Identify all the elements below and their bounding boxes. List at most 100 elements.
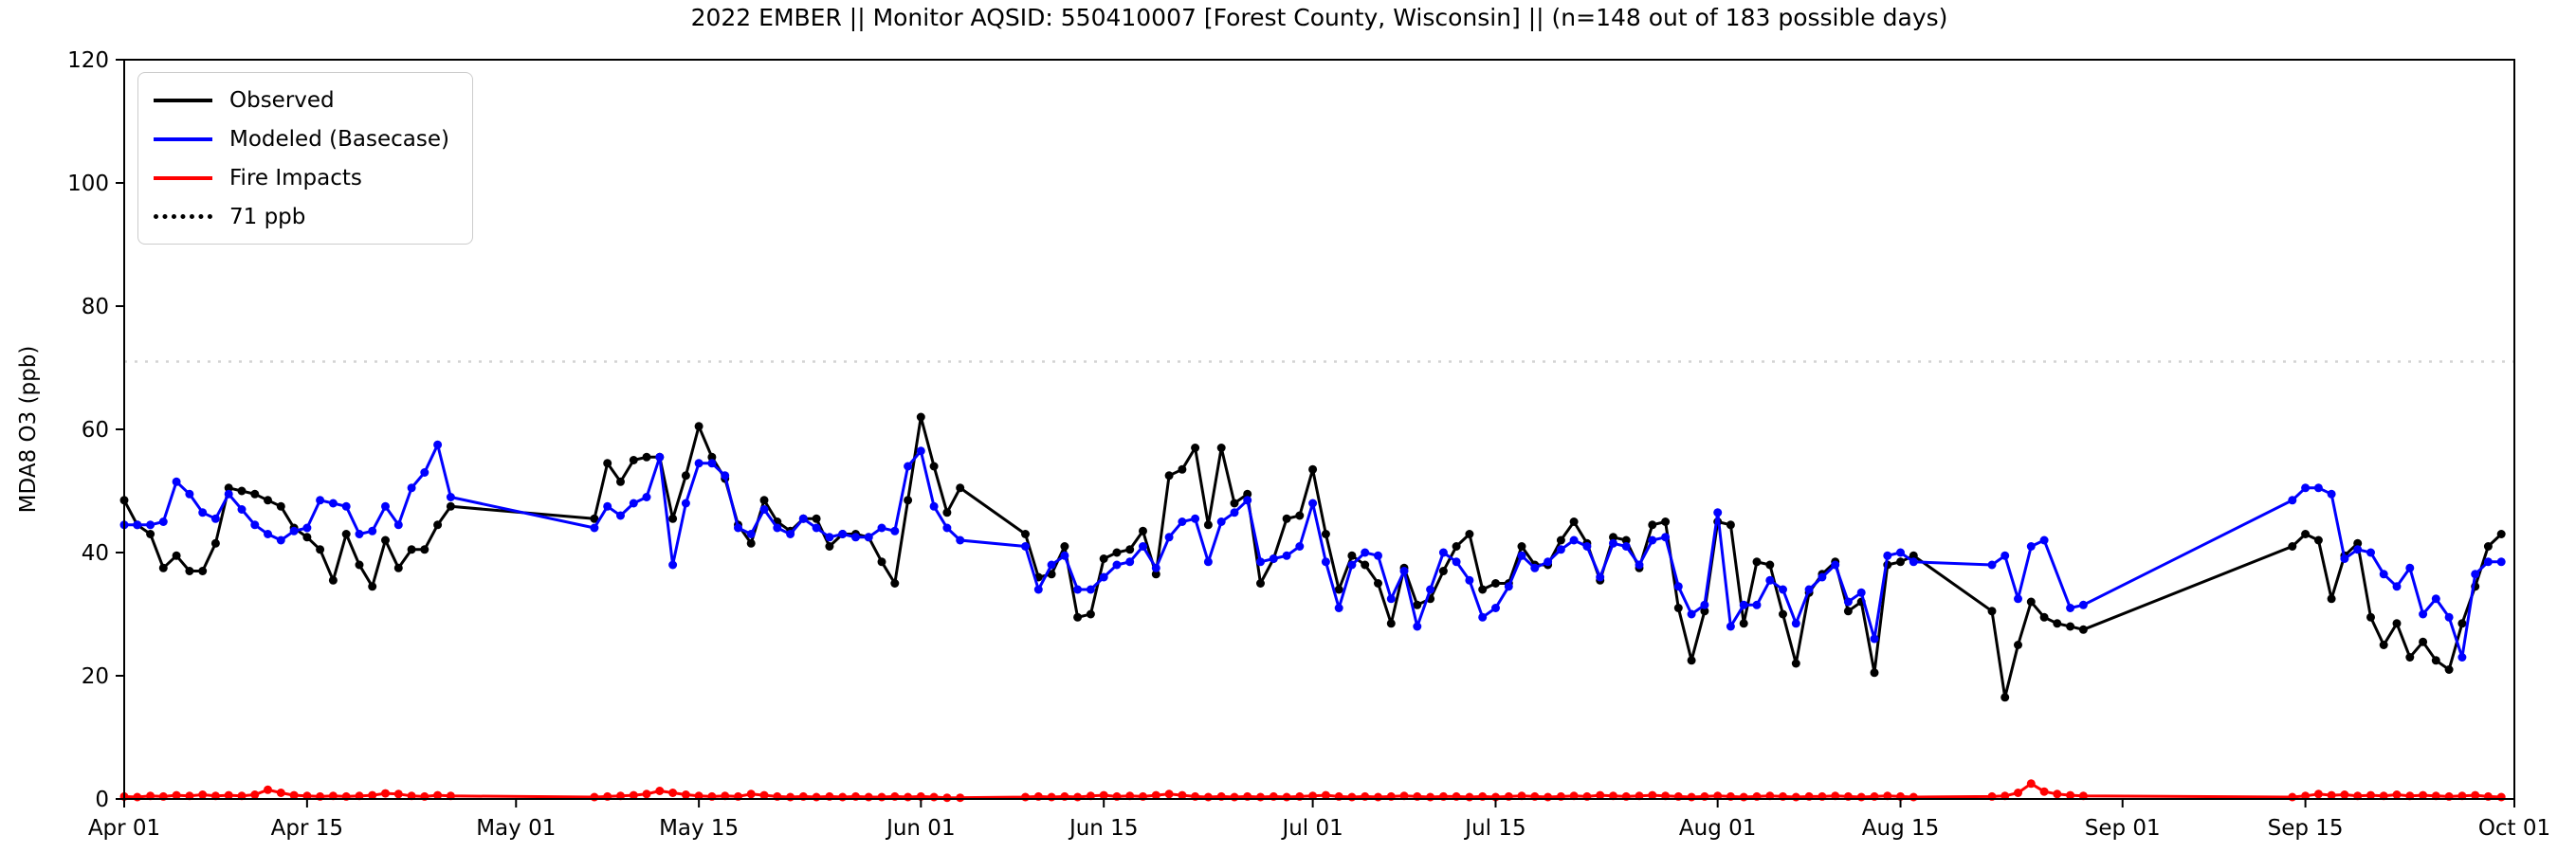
data-point (1426, 792, 1435, 802)
data-point (746, 538, 756, 548)
y-tick-label: 100 (67, 172, 109, 196)
data-point (2366, 548, 2375, 557)
data-point (341, 501, 351, 511)
data-point (264, 496, 272, 505)
data-point (2471, 790, 2480, 800)
data-point (1596, 790, 1605, 800)
data-point (956, 483, 965, 493)
data-point (929, 462, 939, 471)
data-point (2053, 619, 2062, 628)
data-point (1178, 464, 1187, 474)
data-point (1478, 612, 1488, 622)
data-point (1883, 551, 1892, 560)
data-point (1099, 572, 1108, 582)
data-point (1139, 526, 1147, 535)
data-point (1203, 520, 1213, 530)
data-point (655, 452, 665, 462)
data-point (825, 542, 834, 551)
data-point (2327, 489, 2336, 499)
data-point (1426, 585, 1435, 594)
data-point (1779, 585, 1787, 594)
data-point (2405, 653, 2415, 662)
data-point (1713, 508, 1723, 517)
data-point (2026, 542, 2036, 551)
data-point (1334, 585, 1343, 594)
data-point (1060, 551, 1069, 560)
data-point (1909, 792, 1918, 802)
data-point (1856, 792, 1866, 802)
x-tick-label: May 15 (659, 816, 739, 841)
x-tick-label: Jun 15 (1068, 816, 1139, 841)
data-point (250, 489, 260, 499)
data-point (1804, 585, 1814, 594)
data-point (328, 499, 338, 508)
data-point (1269, 554, 1278, 563)
data-point (721, 471, 730, 481)
observed-line-icon (154, 98, 212, 102)
data-point (158, 517, 168, 526)
data-point (1765, 575, 1775, 585)
data-point (1295, 511, 1305, 520)
data-point (1060, 542, 1069, 551)
data-point (877, 557, 886, 567)
data-point (1399, 567, 1409, 575)
data-point (420, 468, 429, 477)
data-point (1438, 548, 1448, 557)
data-point (1413, 622, 1422, 631)
data-point (877, 523, 886, 533)
data-point (2444, 612, 2454, 622)
data-point (1321, 557, 1330, 567)
data-point (1112, 548, 1122, 557)
data-point (838, 530, 848, 538)
data-point (1203, 557, 1213, 567)
data-point (224, 790, 233, 800)
data-point (446, 501, 455, 511)
data-point (198, 790, 208, 799)
data-point (1021, 542, 1030, 551)
data-point (1256, 792, 1265, 802)
data-point (916, 446, 925, 456)
x-tick-label: Aug 15 (1862, 816, 1940, 841)
data-point (2026, 779, 2036, 789)
data-point (694, 422, 703, 431)
data-point (734, 523, 742, 533)
data-point (341, 530, 351, 538)
data-point (172, 551, 181, 560)
data-point (1465, 530, 1474, 538)
data-point (1504, 582, 1513, 591)
data-point (420, 545, 429, 554)
data-point (668, 789, 678, 797)
data-point (2457, 653, 2467, 662)
data-point (172, 477, 181, 486)
data-point (289, 526, 299, 535)
data-point (1465, 792, 1474, 802)
data-point (276, 535, 285, 545)
data-point (1361, 560, 1370, 570)
data-point (1073, 612, 1083, 622)
data-point (1151, 570, 1160, 579)
data-point (1256, 579, 1265, 588)
data-point (1569, 535, 1579, 545)
data-point (2288, 496, 2297, 505)
data-point (1374, 551, 1382, 560)
data-point (2288, 792, 2297, 802)
data-point (2444, 665, 2454, 674)
data-point (1752, 557, 1762, 567)
data-point (1726, 622, 1735, 631)
data-point (250, 520, 260, 530)
data-point (2039, 535, 2049, 545)
data-point (1987, 607, 1997, 616)
data-point (316, 545, 325, 554)
data-point (1321, 530, 1330, 538)
data-point (1752, 600, 1762, 609)
data-point (237, 486, 247, 496)
data-point (198, 567, 208, 575)
legend-item-fire: Fire Impacts (154, 162, 449, 193)
data-point (250, 790, 260, 799)
data-point (2053, 789, 2062, 799)
legend-label-modeled: Modeled (Basecase) (229, 126, 449, 152)
data-point (1386, 619, 1396, 628)
series-0 (119, 412, 2506, 702)
data-point (864, 533, 873, 542)
